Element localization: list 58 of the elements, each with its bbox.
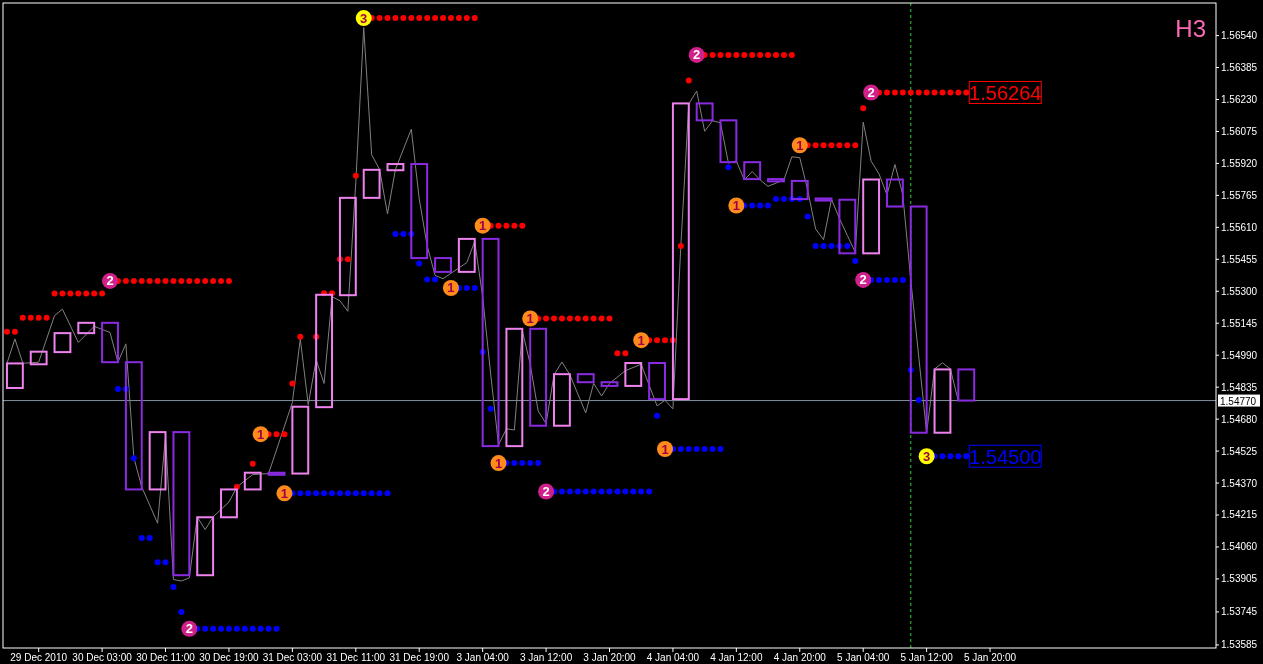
- data-label: 1.54500: [969, 446, 1042, 469]
- text: 2: [185, 621, 193, 637]
- x-tick-label: 31 Dec 11:00: [326, 652, 386, 663]
- text: 2: [859, 272, 867, 288]
- x-tick-label: 3 Jan 04:00: [456, 652, 510, 663]
- x-tick-label: 30 Dec 19:00: [199, 652, 260, 663]
- series-label: 2: [867, 84, 875, 100]
- y-tick-label: 1.55455: [1221, 253, 1258, 265]
- y-tick-label: 1.56385: [1221, 62, 1258, 74]
- y-tick-label: 1.54060: [1221, 541, 1258, 553]
- data-label: 1.56264: [969, 82, 1042, 105]
- text: 1: [257, 426, 265, 442]
- y-tick-label: 1.53745: [1221, 606, 1258, 618]
- x-tick-label: 3 Jan 20:00: [583, 652, 637, 663]
- y-tick-label: 1.54990: [1221, 349, 1258, 361]
- y-tick-label: 1.54680: [1221, 413, 1258, 425]
- x-tick-label: 5 Jan 20:00: [963, 652, 1017, 663]
- x-tick-label: 30 Dec 03:00: [72, 652, 133, 663]
- y-tick-label: 1.54215: [1221, 509, 1258, 521]
- text: 2: [542, 483, 550, 499]
- y-tick-label: 1.55610: [1221, 221, 1258, 233]
- text: 1: [637, 332, 645, 348]
- x-tick-label: 4 Jan 12:00: [710, 652, 763, 663]
- text: 1: [280, 485, 289, 501]
- y-tick-label: 1.55920: [1221, 157, 1258, 169]
- y-tick-label: 1.54835: [1221, 381, 1258, 393]
- text: 1: [494, 455, 503, 471]
- x-tick-label: 5 Jan 12:00: [900, 652, 954, 663]
- y-tick-label: 1.55300: [1221, 285, 1258, 297]
- series-label: 3: [360, 10, 368, 26]
- text: 3: [923, 448, 931, 464]
- x-tick-label: 3 Jan 12:00: [519, 652, 573, 663]
- x-tick-label: 5 Jan 04:00: [837, 652, 890, 663]
- y-tick-label: 1.56540: [1221, 30, 1258, 42]
- y-tick-label: 1.55765: [1221, 189, 1258, 201]
- text: 2: [693, 47, 701, 63]
- x-tick-label: 4 Jan 04:00: [646, 652, 700, 663]
- series-label: 1: [661, 441, 669, 457]
- x-tick-label: 31 Dec 03:00: [262, 652, 323, 663]
- text: 1: [526, 310, 534, 326]
- y-tick-label: 1.54370: [1221, 477, 1258, 489]
- text: 1: [732, 197, 740, 213]
- annotation: H3: [1175, 15, 1206, 42]
- x-tick-label: 29 Dec 2010: [10, 652, 68, 663]
- x-tick-label: 4 Jan 20:00: [773, 652, 827, 663]
- text: 1: [796, 137, 804, 153]
- text: 1: [447, 280, 455, 296]
- y-tick-label: 1.53585: [1221, 639, 1258, 651]
- y-tick-label: 1.53905: [1221, 573, 1258, 585]
- y-tick-label: 1.54525: [1221, 445, 1258, 457]
- y-tick-label: 1.56230: [1221, 94, 1258, 105]
- y-tick-label: 1.56075: [1221, 125, 1258, 137]
- text: 2: [106, 273, 114, 289]
- x-tick-label: 30 Dec 11:00: [136, 652, 196, 663]
- ref-line-label: 1.54770: [1220, 395, 1257, 407]
- y-tick-label: 1.55145: [1221, 317, 1258, 329]
- x-tick-label: 31 Dec 19:00: [389, 652, 450, 663]
- text: 1: [479, 218, 487, 234]
